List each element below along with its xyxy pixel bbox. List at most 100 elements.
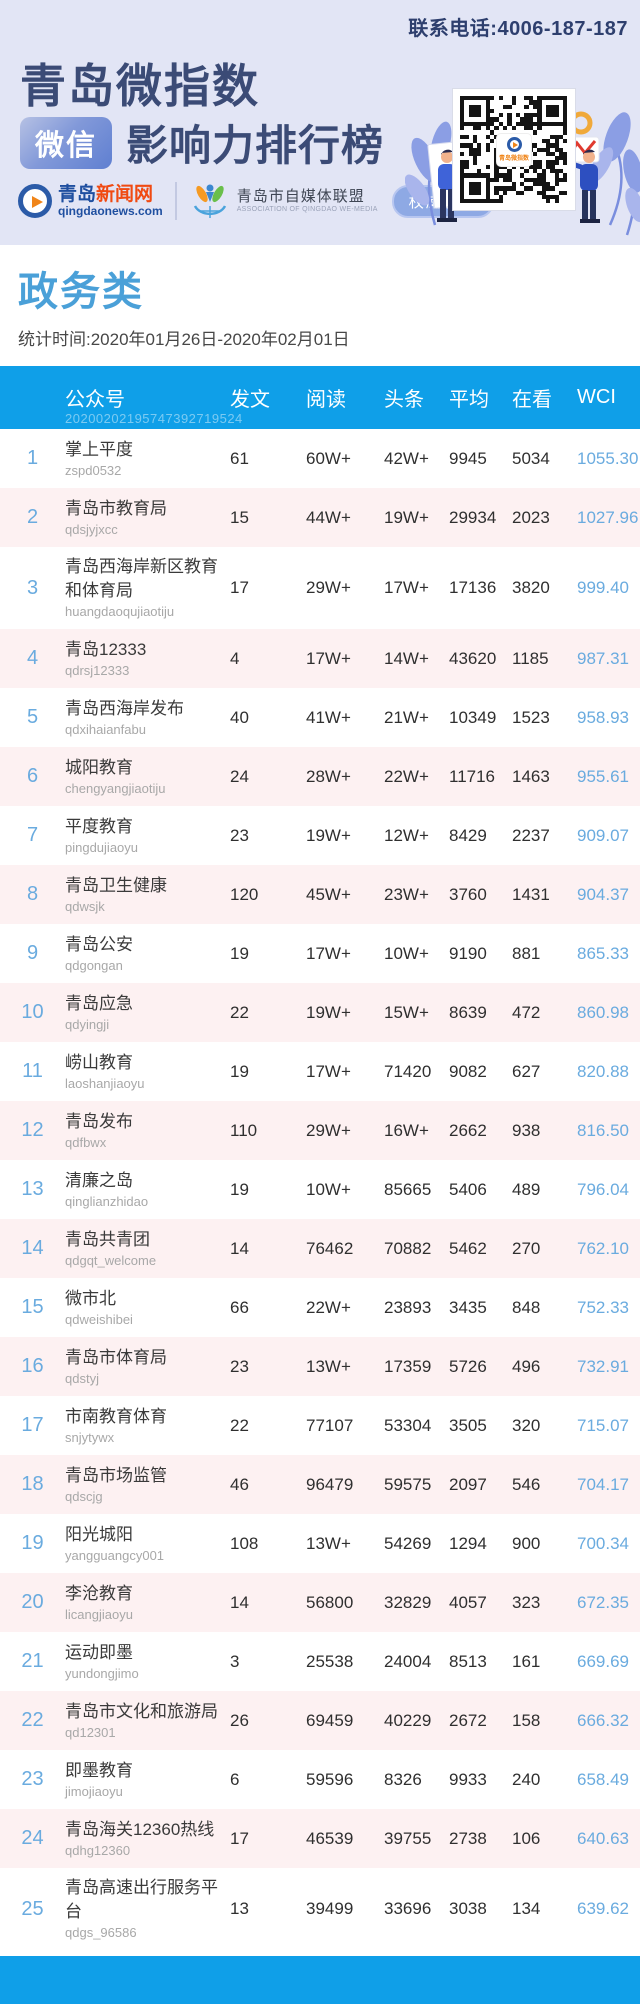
reads-value: 41W+ — [306, 707, 351, 727]
headline-value: 53304 — [384, 1415, 432, 1435]
average-value: 5406 — [449, 1179, 487, 1199]
rank-number: 10 — [21, 1001, 44, 1023]
average-value: 9933 — [449, 1769, 487, 1789]
headline-value: 17W+ — [384, 578, 429, 597]
inlook-value: 1185 — [512, 648, 549, 668]
account-cell: 即墨教育 jimojiaoyu — [65, 1759, 230, 1801]
headline-value: 32829 — [384, 1592, 432, 1612]
reads-value: 56800 — [306, 1592, 354, 1612]
posts-value: 22 — [230, 1415, 249, 1435]
inlook-value: 938 — [512, 1120, 541, 1140]
account-id: qdscjg — [65, 1488, 103, 1504]
wci-value: 658.49 — [577, 1769, 629, 1789]
account-cell: 青岛应急 qdyingji — [65, 992, 230, 1034]
alliance-subtitle: ASSOCIATION OF QINGDAO WE-MEDIA — [236, 205, 378, 213]
account-cell: 青岛市场监管 qdscjg — [65, 1464, 230, 1506]
posts-value: 17 — [230, 578, 249, 597]
qingdaonews-mini-logo-icon — [506, 137, 522, 153]
rank-number: 19 — [21, 1532, 44, 1554]
rank-number: 5 — [26, 706, 39, 728]
account-name: 市南教育体育 — [65, 1406, 167, 1426]
rank-number: 16 — [21, 1355, 44, 1377]
wci-value: 669.69 — [577, 1651, 629, 1671]
reads-value: 10W+ — [306, 1179, 351, 1199]
table-row: 15 微市北 qdweishibei 66 22W+ 23893 3435 848 752.33 — [0, 1278, 640, 1337]
rank-number: 11 — [22, 1060, 43, 1082]
account-id: qdstyj — [65, 1370, 99, 1386]
reads-value: 96479 — [306, 1474, 354, 1494]
account-name: 阳光城阳 — [65, 1524, 133, 1544]
category-section: 政务类 统计时间:2020年01月26日-2020年02月01日 — [0, 245, 640, 366]
page-title-line2-row: 微信 影响力排行榜 — [20, 112, 384, 173]
header-reads: 阅读 — [306, 389, 346, 411]
table-row: 20 李沧教育 licangjiaoyu 14 56800 32829 4057 323 672… — [0, 1573, 640, 1632]
account-id: qdyingji — [65, 1016, 110, 1032]
inlook-value: 161 — [512, 1651, 541, 1671]
table-row: 17 市南教育体育 snjytywx 22 77107 53304 3505 320 715.0… — [0, 1396, 640, 1455]
reads-value: 45W+ — [306, 884, 351, 904]
account-name: 崂山教育 — [65, 1052, 133, 1072]
account-name: 平度教育 — [65, 816, 133, 836]
reads-value: 22W+ — [306, 1297, 351, 1317]
table-row: 24 青岛海关12360热线 qdhg12360 17 46539 39755 2738 10… — [0, 1809, 640, 1868]
inlook-value: 270 — [512, 1238, 541, 1258]
inlook-value: 1431 — [512, 884, 550, 904]
account-id: yundongjimo — [65, 1665, 139, 1681]
headline-value: 70882 — [384, 1238, 432, 1258]
account-name: 微市北 — [65, 1288, 116, 1308]
header-wci: WCI — [577, 386, 616, 408]
account-name: 青岛市体育局 — [65, 1347, 167, 1367]
account-name: 青岛公安 — [65, 934, 133, 954]
average-value: 3760 — [449, 884, 487, 904]
reads-value: 60W+ — [306, 448, 351, 468]
inlook-value: 2023 — [512, 507, 550, 527]
account-id: qdgqt_welcome — [65, 1252, 157, 1268]
account-cell: 青岛共青团 qdgqt_welcome — [65, 1228, 230, 1270]
rank-number: 3 — [26, 576, 39, 599]
posts-value: 40 — [230, 707, 249, 727]
wci-value: 909.07 — [577, 825, 629, 845]
account-id: qd12301 — [65, 1724, 116, 1740]
posts-value: 14 — [230, 1592, 249, 1612]
account-name: 青岛高速出行服务平台 — [65, 1878, 218, 1921]
average-value: 8639 — [449, 1002, 487, 1022]
reads-value: 59596 — [306, 1769, 354, 1789]
average-value: 5726 — [449, 1356, 487, 1376]
account-name: 青岛发布 — [65, 1111, 133, 1131]
account-id: jimojiaoyu — [65, 1783, 123, 1799]
posts-value: 14 — [230, 1238, 249, 1258]
reads-value: 13W+ — [306, 1533, 351, 1553]
posts-value: 46 — [230, 1474, 249, 1494]
table-row: 21 运动即墨 yundongjimo 3 25538 24004 8513 161 669.6… — [0, 1632, 640, 1691]
reads-value: 29W+ — [306, 578, 351, 597]
headline-value: 33696 — [384, 1899, 432, 1918]
account-name: 青岛市教育局 — [65, 498, 167, 518]
account-id: qdhg12360 — [65, 1842, 131, 1858]
headline-value: 42W+ — [384, 448, 429, 468]
table-row: 3 青岛西海岸新区教育和体育局 huangdaoqujiaotiju 17 29W+ 17… — [0, 547, 640, 629]
table-body: 1 掌上平度 zspd0532 61 60W+ 42W+ 9945 5034 1055.30 2 青… — [0, 429, 640, 1950]
posts-value: 120 — [230, 884, 259, 904]
wci-value: 700.34 — [577, 1533, 629, 1553]
wci-value: 1055.30 — [577, 448, 639, 468]
rank-number: 8 — [26, 883, 39, 905]
rank-number: 2 — [26, 506, 39, 528]
average-value: 2097 — [449, 1474, 487, 1494]
headline-value: 85665 — [384, 1179, 432, 1199]
account-cell: 阳光城阳 yangguangcy001 — [65, 1523, 230, 1565]
wci-value: 732.91 — [577, 1356, 629, 1376]
rank-number: 1 — [26, 447, 39, 469]
account-id: qdgongan — [65, 957, 123, 973]
table-row: 5 青岛西海岸发布 qdxihaianfabu 40 41W+ 21W+ 10349 1523… — [0, 688, 640, 747]
account-name: 清廉之岛 — [65, 1170, 133, 1190]
rank-number: 7 — [26, 824, 39, 846]
table-header: 公众号 发文 阅读 头条 平均 在看 WCI 20200202195747392… — [0, 366, 640, 429]
qr-center-logo: 青岛微指数 — [496, 132, 532, 167]
account-cell: 平度教育 pingdujiaoyu — [65, 815, 230, 857]
account-name: 青岛共青团 — [65, 1229, 150, 1249]
wci-value: 704.17 — [577, 1474, 629, 1494]
headline-value: 40229 — [384, 1710, 432, 1730]
headline-value: 16W+ — [384, 1120, 429, 1140]
rank-number: 24 — [21, 1827, 44, 1849]
reads-value: 13W+ — [306, 1356, 351, 1376]
